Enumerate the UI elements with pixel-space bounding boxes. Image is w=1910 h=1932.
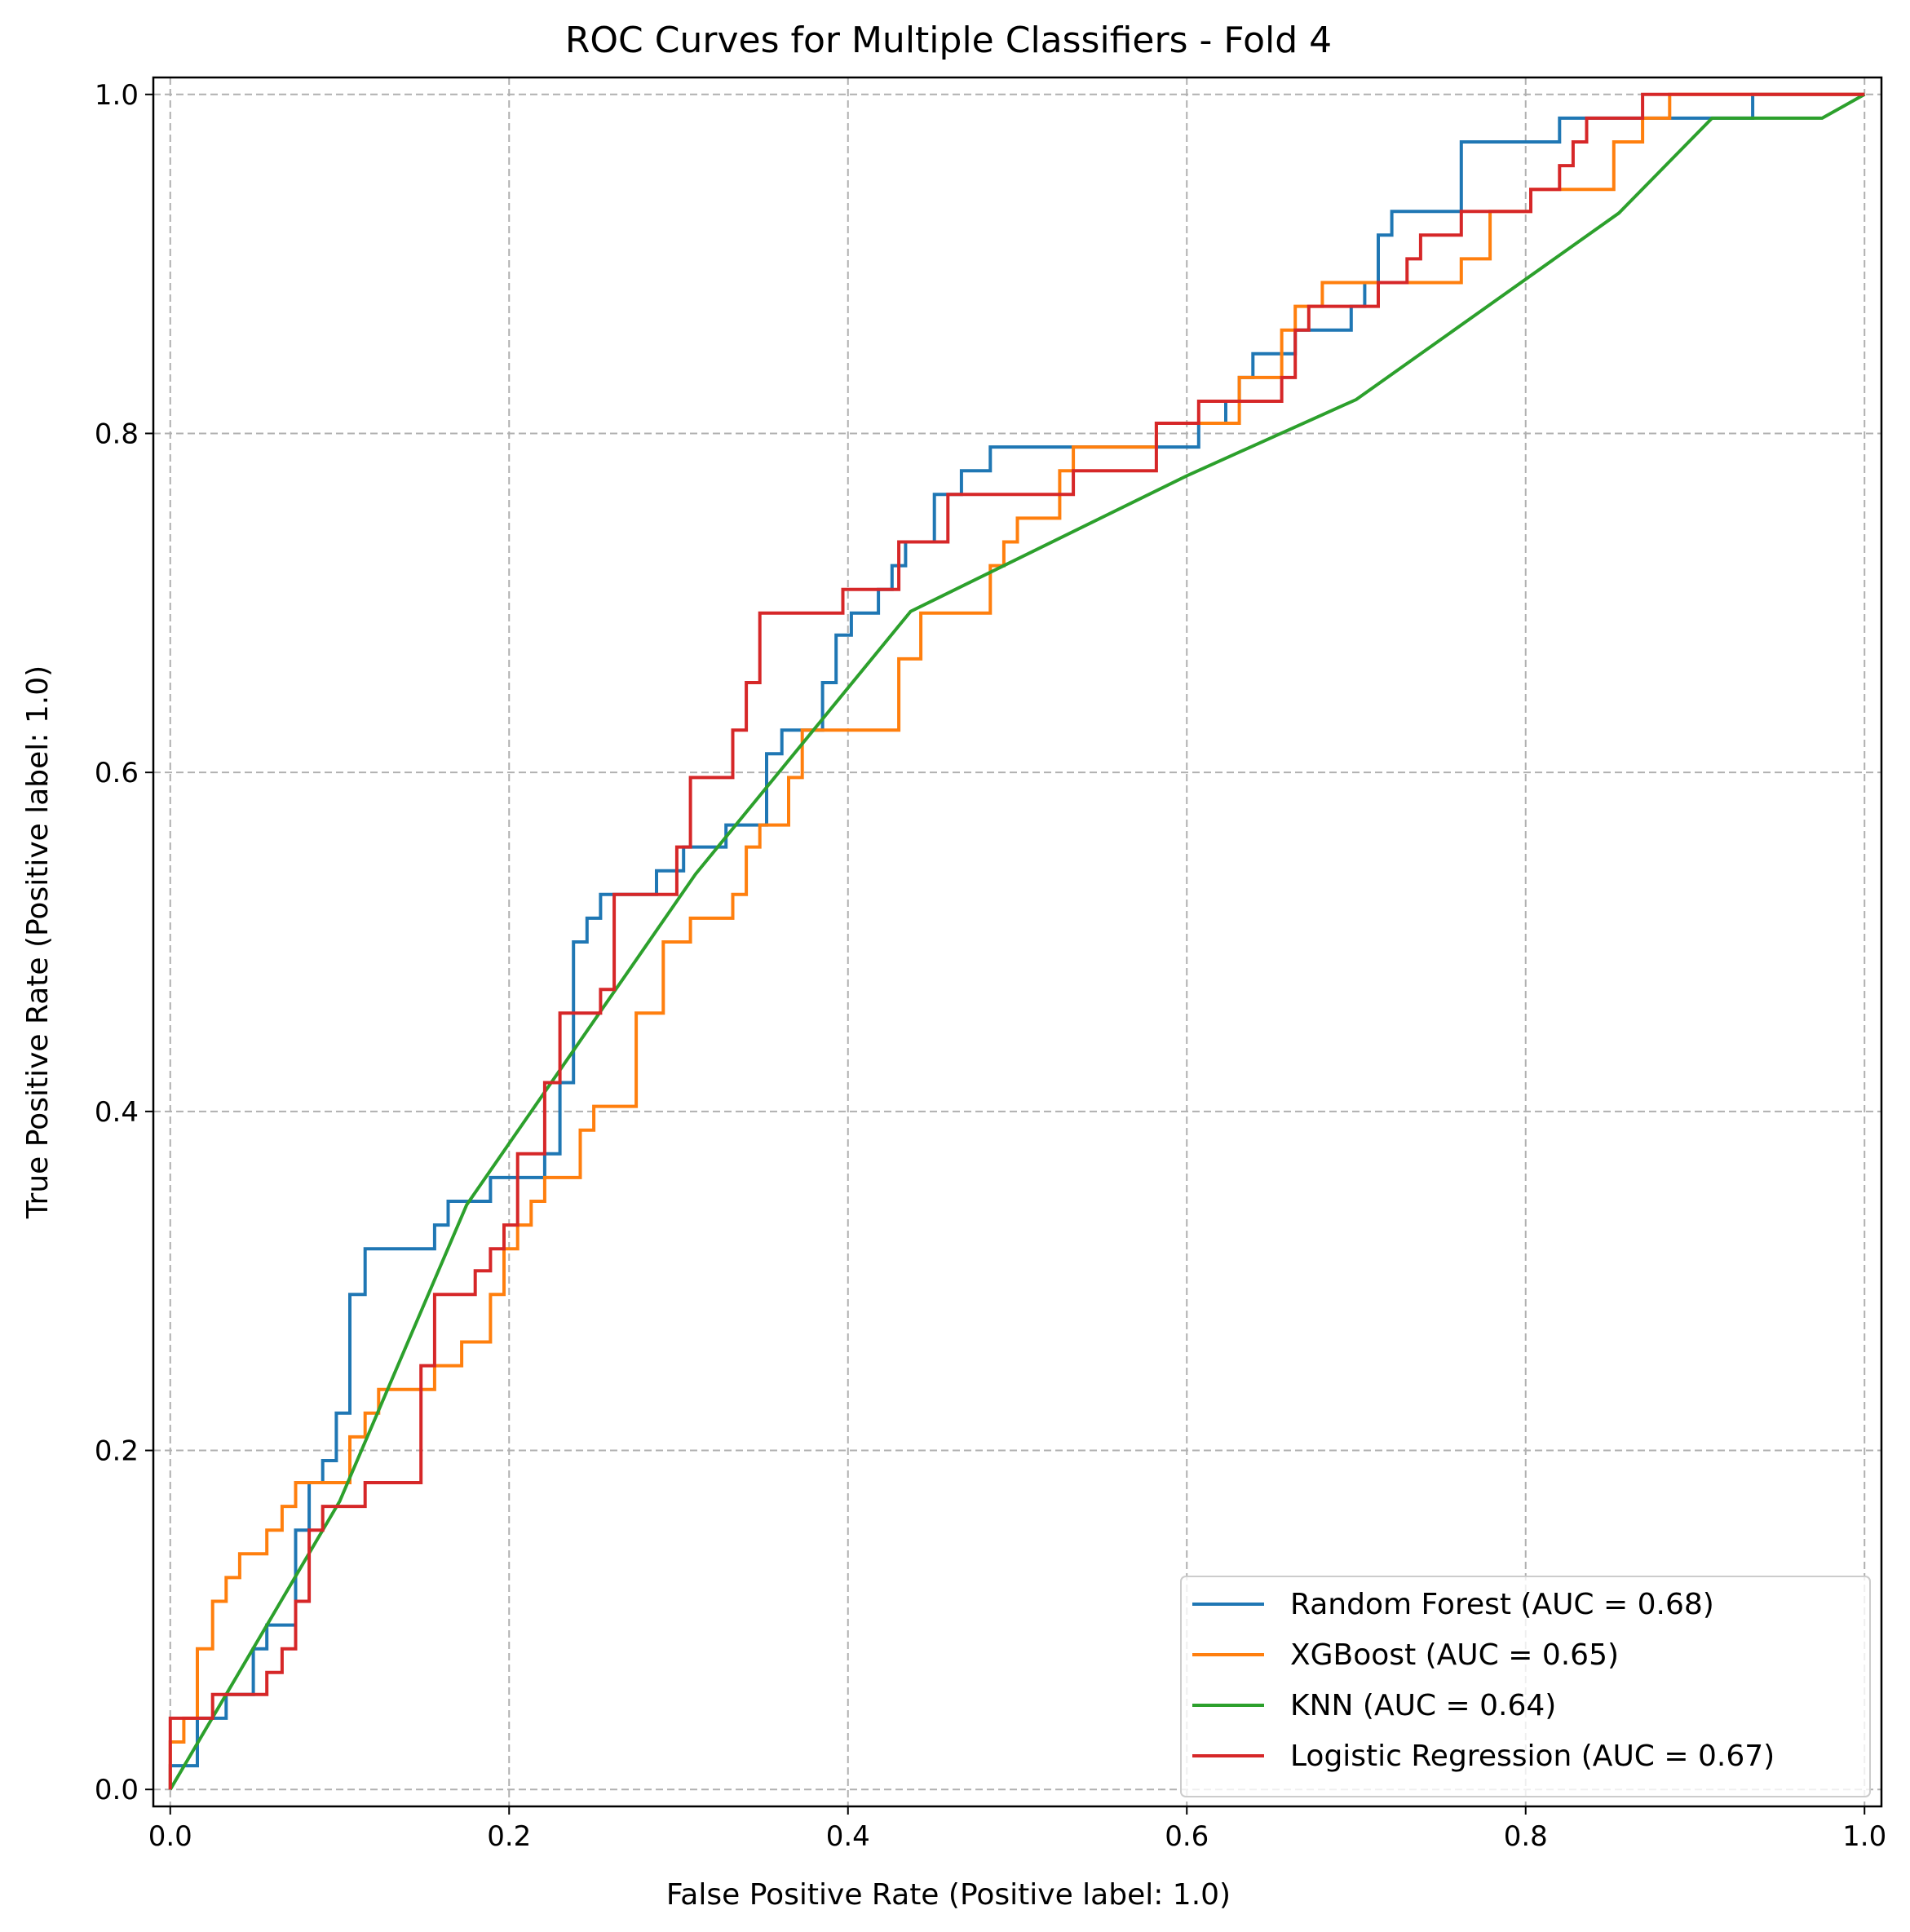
x-axis-label: False Positive Rate (Positive label: 1.0… (666, 1878, 1231, 1912)
plot-frame (152, 76, 1883, 1808)
y-axis-label: True Positive Rate (Positive label: 1.0) (21, 665, 55, 1219)
series-line-1 (168, 92, 1865, 1790)
y-tick-label: 0.6 (95, 757, 139, 789)
y-tick-label: 0.4 (95, 1096, 139, 1129)
legend-box (1180, 1576, 1871, 1797)
x-tick-label: 0.4 (826, 1820, 870, 1853)
x-tick-label: 1.0 (1842, 1820, 1886, 1853)
y-tick-label: 1.0 (95, 79, 139, 112)
x-tick-label: 0.6 (1165, 1820, 1209, 1853)
legend-label: Random Forest (AUC = 0.68) (1290, 1588, 1714, 1621)
series-line-2 (169, 93, 1866, 1791)
y-tick-label: 0.2 (95, 1435, 139, 1468)
legend-label: KNN (AUC = 0.64) (1290, 1689, 1556, 1722)
x-tick-label: 0.2 (487, 1820, 531, 1853)
y-axis-ticks: 0.0 0.2 0.4 0.6 0.8 1.0 (95, 79, 153, 1806)
x-tick-label: 0.8 (1504, 1820, 1548, 1853)
x-axis-ticks: 0.0 0.2 0.4 0.6 0.8 1.0 (148, 1806, 1886, 1853)
series-lines (168, 92, 1866, 1791)
y-tick-label: 0.8 (95, 418, 139, 450)
x-tick-label: 0.0 (148, 1820, 192, 1853)
legend-label: Logistic Regression (AUC = 0.67) (1290, 1740, 1775, 1773)
legend-label: XGBoost (AUC = 0.65) (1290, 1638, 1619, 1672)
chart-title: ROC Curves for Multiple Classifiers - Fo… (565, 20, 1332, 61)
y-tick-label: 0.0 (95, 1774, 139, 1806)
series-line-3 (168, 92, 1865, 1790)
grid-lines (153, 77, 1881, 1806)
legend: Random Forest (AUC = 0.68) XGBoost (AUC =… (1180, 1576, 1871, 1797)
